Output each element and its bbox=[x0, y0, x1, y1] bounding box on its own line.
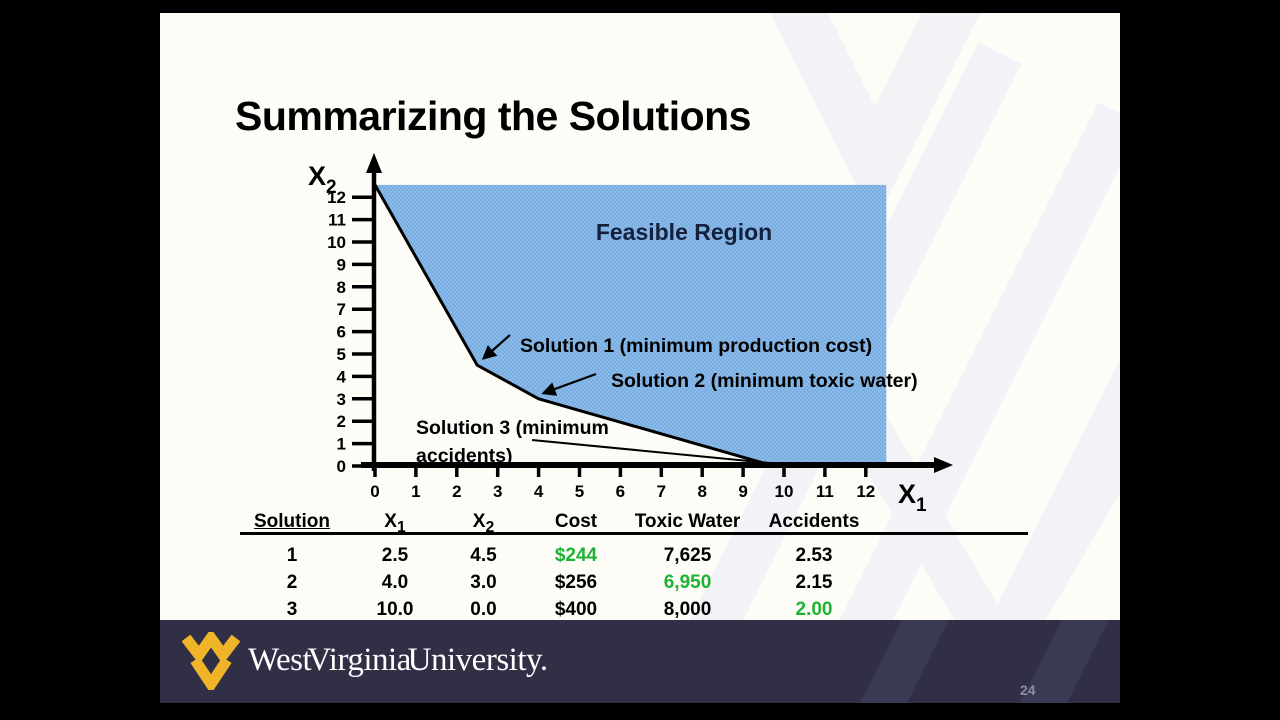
svg-text:6: 6 bbox=[616, 482, 625, 501]
svg-text:3: 3 bbox=[493, 482, 502, 501]
svg-text:3: 3 bbox=[337, 390, 346, 409]
svg-text:5: 5 bbox=[337, 345, 346, 364]
svg-text:10: 10 bbox=[327, 233, 346, 252]
y-axis-label: X2 bbox=[308, 161, 337, 198]
svg-text:11: 11 bbox=[328, 211, 346, 230]
header-x2: X2 bbox=[472, 511, 495, 536]
cell-accidents: 2.53 bbox=[795, 545, 833, 566]
svg-text:2: 2 bbox=[452, 482, 461, 501]
svg-text:1: 1 bbox=[337, 435, 346, 454]
wvu-wordmark: West Virginia University. bbox=[248, 642, 548, 678]
page-title: Summarizing the Solutions bbox=[235, 93, 751, 139]
cell-x1: 10.0 bbox=[376, 599, 414, 620]
cell-toxic-water: 8,000 bbox=[663, 599, 712, 620]
svg-text:4: 4 bbox=[337, 367, 347, 386]
cell-cost: $244 bbox=[554, 545, 598, 566]
presentation-slide: Summarizing the Solutions 0 1 2 3 4 5 6 7 8 9 10 11… bbox=[160, 13, 1120, 703]
svg-text:6: 6 bbox=[337, 323, 346, 342]
cell-accidents: 2.15 bbox=[795, 572, 833, 593]
cell-toxic-water: 7,625 bbox=[663, 545, 712, 566]
cell-cost: $400 bbox=[554, 599, 598, 620]
cell-x1: 4.0 bbox=[381, 572, 409, 593]
svg-text:12: 12 bbox=[856, 482, 875, 501]
header-x1: X1 bbox=[384, 511, 406, 536]
svg-text:8: 8 bbox=[337, 278, 346, 297]
svg-text:10: 10 bbox=[775, 482, 794, 501]
table-row-2: 2 4.0 3.0 $256 6,950 2.15 bbox=[236, 569, 880, 596]
header-accidents: Accidents bbox=[768, 511, 860, 532]
solution2-annotation: Solution 2 (minimum toxic water) bbox=[611, 370, 918, 392]
x-axis-label: X1 bbox=[898, 479, 927, 516]
cell-accidents: 2.00 bbox=[795, 599, 833, 620]
cell-x1: 2.5 bbox=[381, 545, 409, 566]
cell-x2: 4.5 bbox=[470, 545, 497, 566]
x-axis-ticks: 0 1 2 3 4 5 6 7 8 9 10 11 12 bbox=[370, 465, 875, 501]
solution2-arrow bbox=[541, 372, 597, 396]
svg-text:9: 9 bbox=[337, 255, 346, 274]
svg-text:5: 5 bbox=[575, 482, 584, 501]
solution1-annotation: Solution 1 (minimum production cost) bbox=[520, 335, 872, 357]
y-axis-arrowhead bbox=[366, 153, 382, 173]
svg-text:1: 1 bbox=[411, 482, 420, 501]
solution3-annotation-line1: Solution 3 (minimum bbox=[416, 417, 609, 439]
feasible-region-label: Feasible Region bbox=[596, 219, 772, 245]
solutions-table: Solution X1 X2 Cost Toxic Water Accident… bbox=[236, 510, 880, 623]
svg-text:7: 7 bbox=[657, 482, 666, 501]
cell-cost: $256 bbox=[554, 572, 598, 593]
svg-text:0: 0 bbox=[337, 457, 346, 476]
header-toxic-water: Toxic Water bbox=[634, 511, 741, 532]
y-axis bbox=[366, 153, 382, 471]
footer-chevron-decor bbox=[860, 620, 1109, 703]
svg-text:11: 11 bbox=[816, 482, 834, 501]
cell-solution: 3 bbox=[286, 599, 298, 620]
table-row-1: 1 2.5 4.5 $244 7,625 2.53 bbox=[236, 542, 880, 569]
svg-text:4: 4 bbox=[534, 482, 544, 501]
table-header-rule bbox=[240, 532, 1028, 535]
svg-text:12: 12 bbox=[327, 188, 346, 207]
feasible-region-area bbox=[375, 184, 887, 466]
svg-text:8: 8 bbox=[697, 482, 706, 501]
header-cost: Cost bbox=[554, 511, 598, 532]
table-header-row: Solution X1 X2 Cost Toxic Water Accident… bbox=[236, 510, 880, 536]
solution3-annotation-line2: accidents) bbox=[416, 445, 512, 467]
svg-text:0: 0 bbox=[370, 482, 379, 501]
wvu-flying-wv-logo bbox=[182, 632, 241, 690]
x-axis-arrowhead bbox=[934, 457, 953, 473]
footer-bar: West Virginia University. 24 bbox=[160, 620, 1120, 703]
table-row-3: 3 10.0 0.0 $400 8,000 2.00 bbox=[236, 596, 880, 623]
cell-x2: 0.0 bbox=[470, 599, 497, 620]
solution3-leader-line bbox=[531, 439, 770, 464]
cell-solution: 2 bbox=[286, 572, 298, 593]
header-solution: Solution bbox=[254, 511, 330, 532]
svg-text:7: 7 bbox=[337, 300, 346, 319]
cell-toxic-water: 6,950 bbox=[663, 572, 712, 593]
svg-text:2: 2 bbox=[337, 412, 346, 431]
constraint-boundary-line bbox=[373, 184, 775, 468]
cell-x2: 3.0 bbox=[470, 572, 497, 593]
solution1-arrow bbox=[481, 334, 511, 360]
svg-text:9: 9 bbox=[738, 482, 747, 501]
cell-solution: 1 bbox=[286, 545, 298, 566]
slide-page-number: 24 bbox=[1020, 682, 1036, 698]
